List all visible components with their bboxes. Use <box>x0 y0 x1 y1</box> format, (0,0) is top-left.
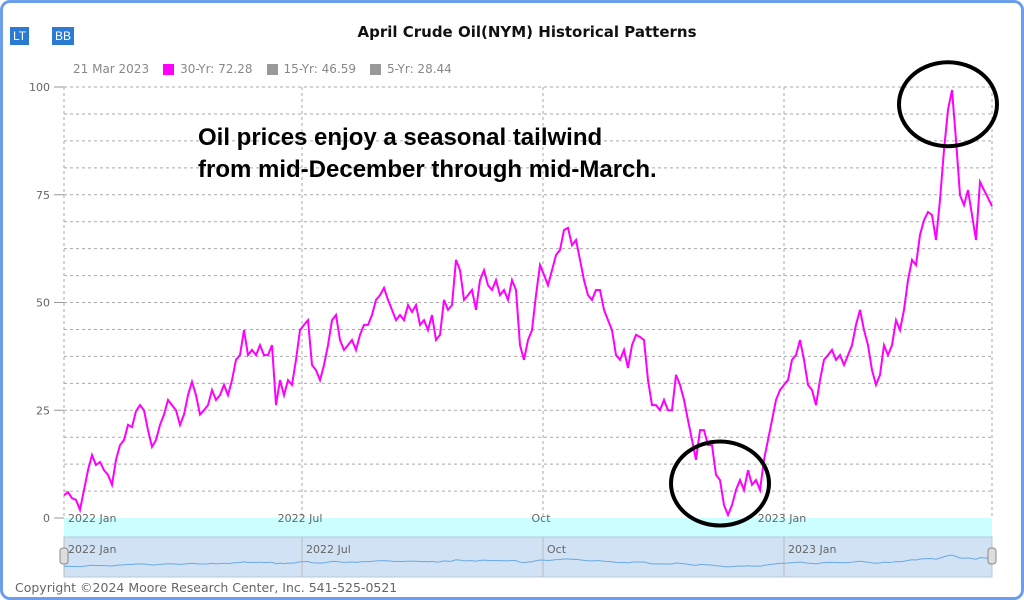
chart-title: April Crude Oil(NYM) Historical Patterns <box>357 23 697 41</box>
navigator-label: 2023 Jan <box>788 543 836 556</box>
highlight-circle <box>897 60 999 149</box>
bb-button[interactable]: BB <box>52 27 75 45</box>
navigator-handle[interactable] <box>59 547 69 565</box>
navigator-line <box>63 554 993 568</box>
legend: 21 Mar 2023 30-Yr: 72.28 15-Yr: 46.59 5-… <box>73 62 452 76</box>
y-tick-label: 75 <box>36 189 50 202</box>
legend-date: 21 Mar 2023 <box>73 62 150 76</box>
navigator-handle[interactable] <box>987 547 997 565</box>
legend-30yr[interactable]: 30-Yr: 72.28 <box>180 62 253 76</box>
scroll-band <box>64 518 992 537</box>
copyright: Copyright ©2024 Moore Research Center, I… <box>15 580 398 595</box>
highlight-circle <box>669 439 771 528</box>
x-tick-label: Oct <box>531 512 551 525</box>
legend-swatch-30yr[interactable] <box>163 63 175 75</box>
navigator-label: 2022 Jan <box>68 543 116 556</box>
x-tick-label: 2023 Jan <box>758 512 806 525</box>
lt-button[interactable]: LT <box>10 27 30 45</box>
legend-5yr[interactable]: 5-Yr: 28.44 <box>386 62 452 76</box>
navigator <box>63 536 993 578</box>
series-30yr-line <box>63 89 993 518</box>
legend-15yr[interactable]: 15-Yr: 46.59 <box>283 62 356 76</box>
annotation-text: from mid-December through mid-March. <box>198 156 657 183</box>
navigator-label: Oct <box>547 543 567 556</box>
y-tick-label: 50 <box>36 297 50 310</box>
y-tick-label: 0 <box>43 512 50 525</box>
navigator-label: 2022 Jul <box>306 543 351 556</box>
y-tick-label: 25 <box>36 404 50 417</box>
y-tick-label: 100 <box>29 81 50 94</box>
legend-swatch-15yr[interactable] <box>266 63 278 75</box>
legend-swatch-5yr[interactable] <box>369 63 381 75</box>
annotation-text: Oil prices enjoy a seasonal tailwind <box>198 124 602 151</box>
x-tick-label: 2022 Jul <box>278 512 323 525</box>
x-tick-label: 2022 Jan <box>68 512 116 525</box>
